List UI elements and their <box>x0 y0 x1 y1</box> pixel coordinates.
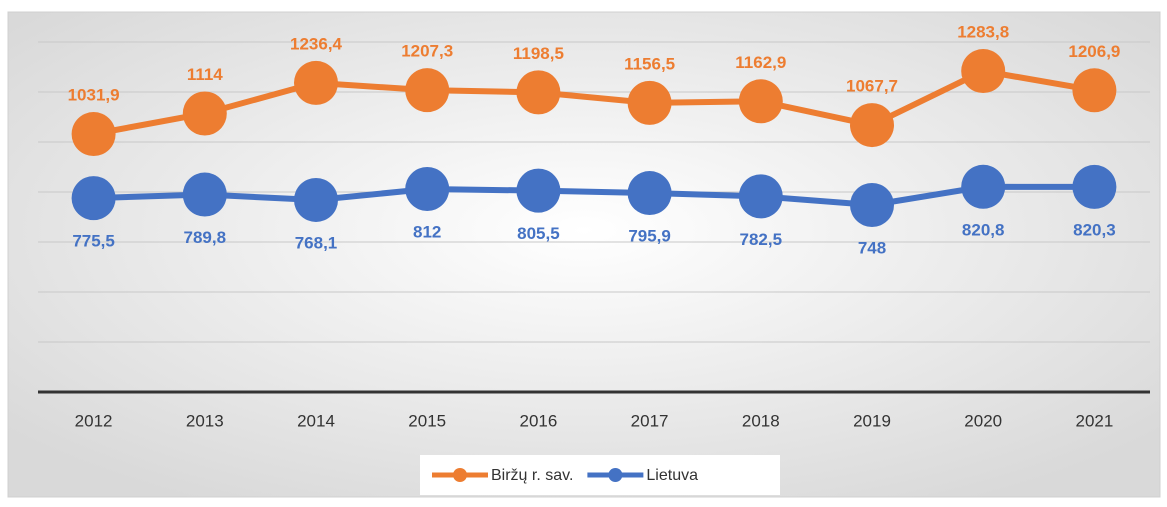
point-marker <box>405 68 450 113</box>
point-marker <box>961 49 1006 94</box>
point-marker <box>738 174 783 219</box>
data-label: 782,5 <box>740 230 783 249</box>
x-tick-label: 2019 <box>853 411 891 430</box>
point-marker <box>182 91 227 136</box>
series-line <box>93 183 1095 209</box>
data-label: 1207,3 <box>401 42 453 61</box>
legend-marker <box>608 468 623 482</box>
data-label: 795,9 <box>628 227 671 246</box>
legend-marker <box>453 468 467 482</box>
legend-label: Lietuva <box>646 467 698 484</box>
x-tick-label: 2014 <box>297 411 335 430</box>
data-label: 1031,9 <box>68 86 120 105</box>
data-label: 1156,5 <box>624 54 675 73</box>
point-marker <box>516 168 561 213</box>
x-tick-label: 2013 <box>186 411 224 430</box>
data-label: 812 <box>413 222 441 241</box>
point-marker <box>71 112 116 157</box>
data-label: 1114 <box>187 65 223 84</box>
data-label: 1162,9 <box>735 53 786 72</box>
series-line <box>93 67 1095 137</box>
x-tick-label: 2012 <box>75 411 113 430</box>
x-tick-label: 2017 <box>631 411 669 430</box>
data-label: 820,3 <box>1073 220 1116 239</box>
point-marker <box>850 103 894 148</box>
data-label: 1236,4 <box>290 34 343 53</box>
data-label: 748 <box>858 238 886 257</box>
data-label: 789,8 <box>184 228 227 247</box>
data-label: 805,5 <box>517 224 560 243</box>
x-tick-label: 2021 <box>1075 411 1113 430</box>
point-marker <box>516 70 561 115</box>
point-marker <box>627 171 672 216</box>
x-tick-label: 2020 <box>964 411 1002 430</box>
point-marker <box>1072 68 1117 113</box>
point-marker <box>850 183 894 227</box>
point-marker <box>182 172 227 217</box>
point-marker <box>961 164 1006 209</box>
x-tick-label: 2018 <box>742 411 780 430</box>
data-label: 1198,5 <box>513 44 564 63</box>
point-marker <box>738 79 783 124</box>
data-label: 1067,7 <box>846 77 898 96</box>
point-marker <box>294 60 338 105</box>
data-label: 820,8 <box>962 220 1005 239</box>
point-marker <box>627 80 672 125</box>
x-tick-label: 2015 <box>408 411 446 430</box>
point-marker <box>405 167 450 211</box>
legend-label: Biržų r. sav. <box>491 467 573 484</box>
point-marker <box>1072 164 1117 209</box>
point-marker <box>294 177 338 222</box>
data-label: 1206,9 <box>1068 42 1120 61</box>
data-label: 775,5 <box>72 232 115 251</box>
point-marker <box>71 176 116 221</box>
data-label: 768,1 <box>295 233 338 252</box>
data-label: 1283,8 <box>957 23 1009 42</box>
x-tick-label: 2016 <box>519 411 557 430</box>
